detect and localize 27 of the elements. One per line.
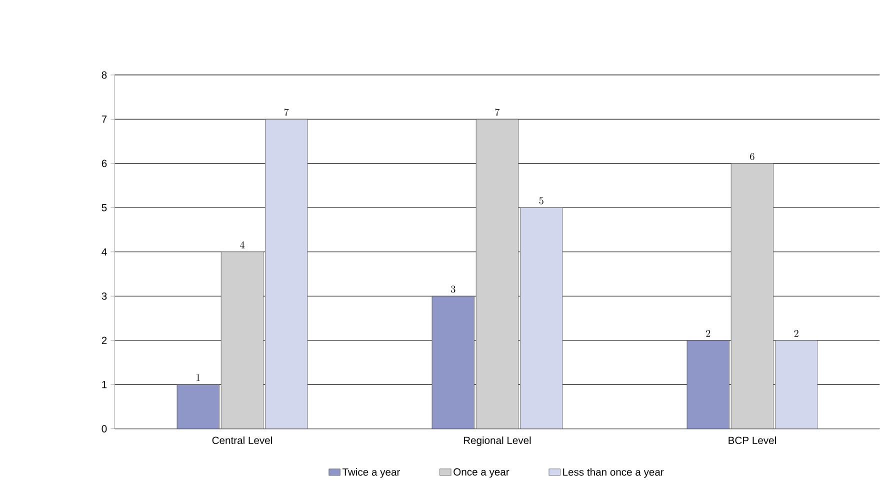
x-tick-label: Regional Level — [464, 436, 531, 446]
y-tick-label: 3 — [102, 292, 107, 300]
x-tick-label: BCP Level — [728, 436, 776, 444]
data-label: 5 — [539, 197, 544, 204]
data-label: 2 — [706, 330, 710, 337]
y-tick-label: 7 — [102, 116, 107, 123]
data-label: 4 — [240, 241, 245, 248]
bar — [220, 252, 264, 429]
bar — [476, 119, 519, 429]
data-label: 7 — [284, 108, 289, 116]
data-label: 2 — [794, 330, 798, 337]
y-tick-label: 2 — [102, 336, 107, 344]
legend-label: Once a year — [454, 468, 510, 478]
y-tick-label: 0 — [102, 425, 107, 432]
y-tick-label: 1 — [102, 381, 107, 388]
y-tick-label: 8 — [102, 71, 107, 79]
y-tick-label: 5 — [102, 204, 107, 212]
data-label: 3 — [450, 286, 456, 293]
legend-label: Twice a year — [342, 468, 400, 478]
data-label: 7 — [495, 108, 500, 116]
legend-label: Less than once a year — [563, 468, 664, 478]
y-tick-label: 4 — [102, 248, 107, 256]
data-label: 1 — [196, 374, 200, 381]
bar — [730, 163, 774, 429]
y-tick-label: 6 — [102, 160, 107, 168]
data-label: 6 — [750, 152, 754, 160]
x-tick-label: Central Level — [212, 436, 272, 444]
